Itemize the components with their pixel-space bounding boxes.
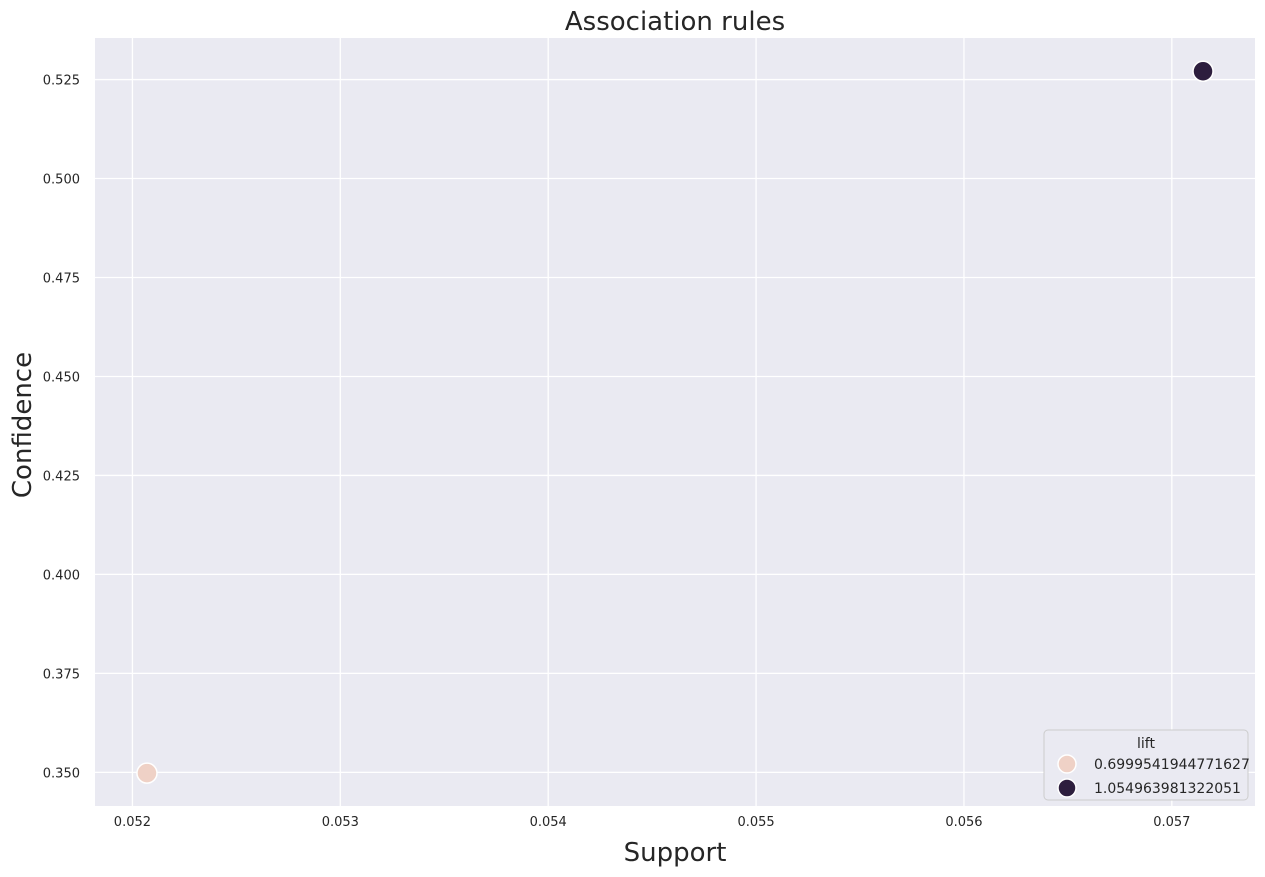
y-tick-labels: 0.350 0.375 0.400 0.425 0.450 0.475 0.500 0.525 (43, 74, 80, 782)
legend-title: lift (1137, 736, 1155, 752)
legend-marker (1057, 754, 1077, 774)
y-tick-label: 0.400 (43, 568, 80, 583)
plot-background (95, 38, 1255, 806)
x-tick-label: 0.055 (737, 815, 774, 830)
y-axis-title: Confidence (8, 352, 38, 498)
y-tick-label: 0.525 (43, 74, 80, 89)
legend-marker (1057, 778, 1077, 798)
chart-title: Association rules (565, 7, 785, 37)
legend-label: 1.054963981322051 (1094, 781, 1241, 797)
y-tick-label: 0.450 (43, 370, 80, 385)
y-tick-label: 0.425 (43, 469, 80, 484)
x-tick-label: 0.053 (322, 815, 359, 830)
legend-label: 0.6999541944771627 (1094, 757, 1250, 773)
data-points (136, 60, 1214, 784)
data-point (1192, 60, 1214, 83)
x-tick-label: 0.052 (114, 815, 151, 830)
y-tick-label: 0.475 (43, 272, 80, 287)
data-point (136, 762, 158, 784)
legend: lift 0.6999541944771627 1.054963981322051 (1043, 729, 1250, 801)
x-tick-label: 0.056 (945, 815, 982, 830)
x-axis-title: Support (624, 838, 727, 868)
y-tick-label: 0.500 (43, 173, 80, 188)
x-tick-label: 0.057 (1153, 815, 1190, 830)
legend-box (1043, 729, 1249, 801)
y-tick-label: 0.350 (43, 766, 80, 781)
grid-lines (95, 38, 1255, 806)
x-tick-labels: 0.052 0.053 0.054 0.055 0.056 0.057 (114, 815, 1191, 830)
y-tick-label: 0.375 (43, 667, 80, 682)
x-tick-label: 0.054 (530, 815, 567, 830)
